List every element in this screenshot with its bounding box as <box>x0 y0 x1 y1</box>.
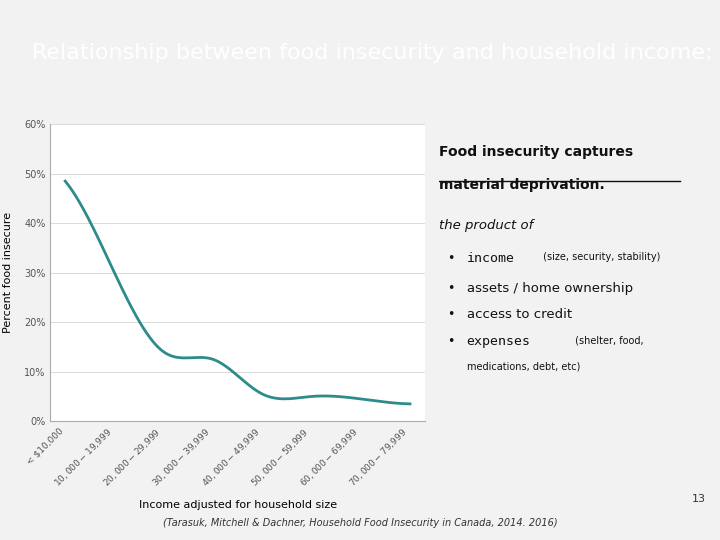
Text: income: income <box>467 252 515 265</box>
Y-axis label: Percent food insecure: Percent food insecure <box>3 212 13 333</box>
Text: •: • <box>447 252 455 265</box>
Text: •: • <box>447 335 455 348</box>
Text: (Tarasuk, Mitchell & Dachner, Household Food Insecurity in Canada, 2014. 2016): (Tarasuk, Mitchell & Dachner, Household … <box>163 518 557 529</box>
Text: medications, debt, etc): medications, debt, etc) <box>467 362 580 372</box>
Text: (size, security, stability): (size, security, stability) <box>541 252 661 262</box>
Text: material deprivation.: material deprivation. <box>439 178 605 192</box>
Text: •: • <box>447 282 455 295</box>
Text: the product of: the product of <box>439 219 534 232</box>
Text: (shelter, food,: (shelter, food, <box>572 335 643 345</box>
Text: •: • <box>447 308 455 321</box>
Text: assets / home ownership: assets / home ownership <box>467 282 633 295</box>
Text: Food insecurity captures: Food insecurity captures <box>439 145 634 159</box>
Text: expenses: expenses <box>467 335 531 348</box>
Text: access to credit: access to credit <box>467 308 572 321</box>
Text: 13: 13 <box>692 494 706 504</box>
Text: Relationship between food insecurity and household income:: Relationship between food insecurity and… <box>32 43 713 64</box>
X-axis label: Income adjusted for household size: Income adjusted for household size <box>138 500 337 510</box>
